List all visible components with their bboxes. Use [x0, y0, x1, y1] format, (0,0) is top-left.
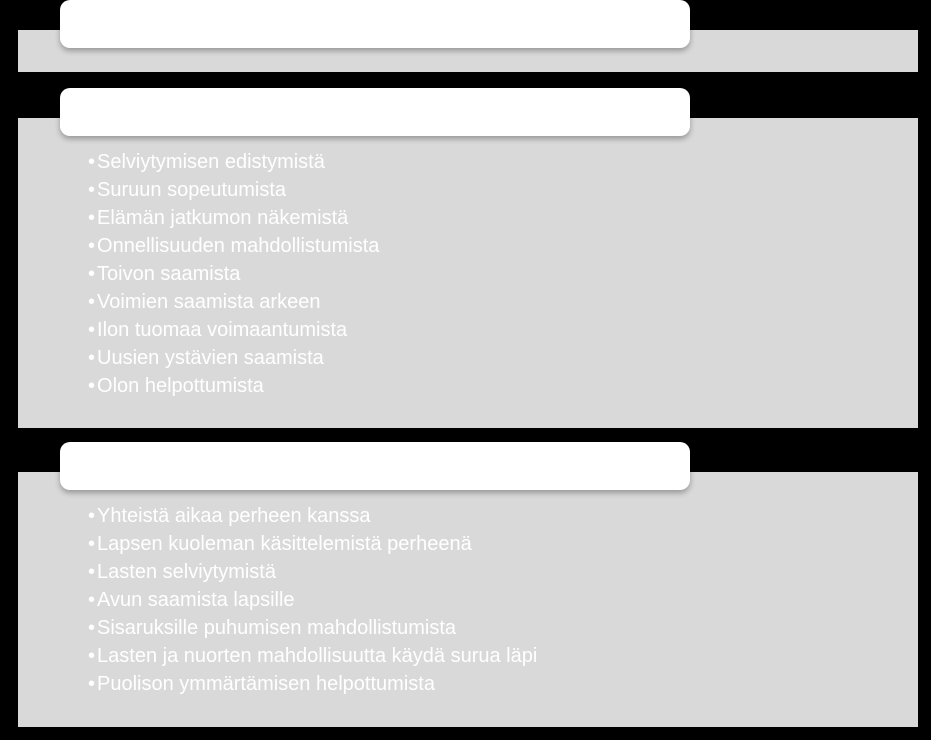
bullet-item: Voimien saamista arkeen: [88, 288, 379, 316]
panel-2-bullets: Yhteistä aikaa perheen kanssa Lapsen kuo…: [88, 502, 537, 698]
bullet-item: Onnellisuuden mahdollistumista: [88, 232, 379, 260]
bullet-item: Suruun sopeutumista: [88, 176, 379, 204]
panel-1: Selviytymisen edistymistä Suruun sopeutu…: [18, 118, 918, 428]
bullet-item: Ilon tuomaa voimaantumista: [88, 316, 379, 344]
bullet-item: Uusien ystävien saamista: [88, 344, 379, 372]
bullet-item: Selviytymisen edistymistä: [88, 148, 379, 176]
bullet-item: Yhteistä aikaa perheen kanssa: [88, 502, 537, 530]
bullet-item: Toivon saamista: [88, 260, 379, 288]
tab-1: [60, 0, 690, 48]
panel-1-bullets: Selviytymisen edistymistä Suruun sopeutu…: [88, 148, 379, 400]
bullet-item: Olon helpottumista: [88, 372, 379, 400]
bullet-item: Lasten selviytymistä: [88, 558, 537, 586]
bullet-item: Puolison ymmärtämisen helpottumista: [88, 670, 537, 698]
diagram-canvas: Selviytymisen edistymistä Suruun sopeutu…: [0, 0, 931, 740]
bullet-item: Avun saamista lapsille: [88, 586, 537, 614]
bullet-item: Sisaruksille puhumisen mahdollistumista: [88, 614, 537, 642]
tab-2: [60, 88, 690, 136]
bullet-item: Lapsen kuoleman käsittelemistä perheenä: [88, 530, 537, 558]
tab-3: [60, 442, 690, 490]
panel-2: Yhteistä aikaa perheen kanssa Lapsen kuo…: [18, 472, 918, 727]
bullet-item: Elämän jatkumon näkemistä: [88, 204, 379, 232]
bullet-item: Lasten ja nuorten mahdollisuutta käydä s…: [88, 642, 537, 670]
